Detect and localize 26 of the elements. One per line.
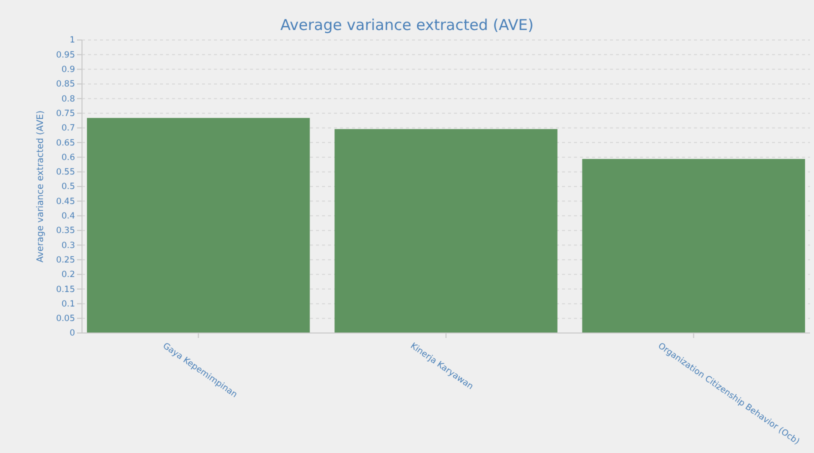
y-tick-label: 0.25 xyxy=(56,255,75,266)
y-tick-label: 0.7 xyxy=(61,124,75,134)
bar xyxy=(334,129,558,333)
chart-title: Average variance extracted (AVE) xyxy=(280,16,534,34)
y-tick-label: 1 xyxy=(70,36,75,46)
y-tick-label: 0.4 xyxy=(61,212,75,222)
y-tick-label: 0.8 xyxy=(61,94,75,104)
y-tick-label: 0.5 xyxy=(61,182,75,192)
y-tick-label: 0.3 xyxy=(61,240,75,251)
y-tick-label: 0.1 xyxy=(61,299,75,310)
y-tick-label: 0.45 xyxy=(56,196,75,207)
y-tick-label: 0.95 xyxy=(56,50,75,60)
y-tick-label: 0.65 xyxy=(56,138,75,148)
y-tick-label: 0.05 xyxy=(56,314,75,324)
y-tick-label: 0.85 xyxy=(56,80,75,90)
y-tick-label: 0.9 xyxy=(61,65,75,76)
y-tick-label: 0.75 xyxy=(56,108,75,119)
y-tick-label: 0.2 xyxy=(61,270,75,280)
y-tick-label: 0.15 xyxy=(56,284,75,295)
y-tick-label: 0.6 xyxy=(61,152,75,163)
y-tick-label: 0 xyxy=(70,328,75,339)
bar xyxy=(582,158,806,333)
y-tick-label: 0.55 xyxy=(56,168,75,178)
y-axis-title: Average variance extracted (AVE) xyxy=(36,110,46,262)
y-tick-label: 0.35 xyxy=(56,226,75,236)
bar xyxy=(86,118,310,333)
